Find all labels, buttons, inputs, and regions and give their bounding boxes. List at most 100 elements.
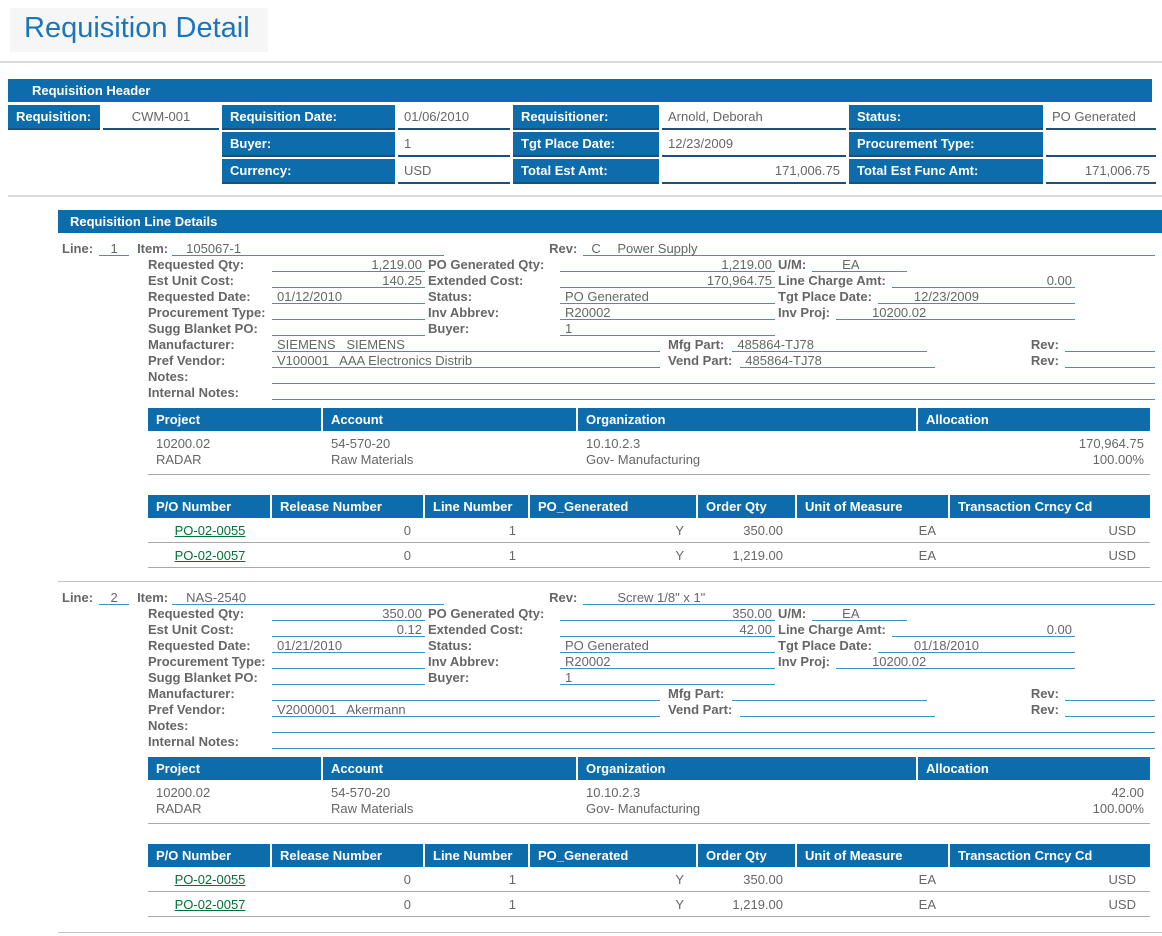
line-procurement-type-label: Procurement Type: (148, 654, 266, 669)
unit-of-measure-cell: EA (918, 897, 936, 912)
organization-cell: 10.10.2.3 Gov- Manufacturing (578, 785, 918, 817)
project-id: 10200.02 (156, 436, 211, 451)
item-value: NAS-2540 (172, 590, 445, 605)
account-id: 54-570-20 (331, 785, 391, 800)
detail-row: Sugg Blanket PO: Buyer: 1 (148, 320, 1155, 336)
order-qty-cell: 350.00 (743, 872, 783, 887)
mfg-rev-value (1065, 337, 1155, 352)
pref-vendor-value: V2000001 Akermann (272, 702, 660, 717)
order-qty-cell: 350.00 (743, 523, 783, 538)
allocation-cell: 42.00 100.00% (918, 785, 1150, 817)
po-number-column-header: P/O Number (148, 844, 272, 867)
internal-notes-value (272, 385, 1155, 400)
pref-vendor-value: V100001 AAA Electronics Distrib (272, 353, 660, 368)
po-number-link[interactable]: PO-02-0057 (174, 548, 246, 563)
total-est-amt-label: Total Est Amt: (513, 159, 659, 184)
project-table-row: 10200.02 RADAR 54-570-20 Raw Materials 1… (148, 780, 1150, 824)
empty-cell (8, 159, 100, 184)
rev-value: C (591, 241, 601, 256)
po-generated-qty-value: 1,219.00 (560, 257, 775, 272)
allocation-cell: 170,964.75 100.00% (918, 436, 1150, 468)
line-charge-amt-value: 0.00 (891, 273, 1075, 288)
po-number-link[interactable]: PO-02-0055 (174, 523, 246, 538)
inv-abbrev-value: R20002 (560, 654, 775, 669)
po-generated-cell: Y (675, 872, 684, 887)
unit-of-measure-cell: EA (918, 872, 936, 887)
mfg-part-value: 485864-TJ78 (732, 337, 928, 352)
po-table-header: P/O Number Release Number Line Number PO… (148, 495, 1150, 518)
tgt-place-date-value: 12/23/2009 (662, 132, 846, 157)
transaction-crncy-column-header: Transaction Crncy Cd (958, 848, 1093, 863)
rev-value (583, 590, 617, 604)
sugg-blanket-po-label: Sugg Blanket PO: (148, 321, 258, 336)
est-unit-cost-value: 0.12 (272, 622, 425, 637)
order-qty-column-header: Order Qty (698, 844, 797, 867)
notes-value (272, 369, 1155, 384)
pref-vendor-label: Pref Vendor: (148, 353, 226, 368)
allocation-amount: 170,964.75 (1078, 436, 1144, 451)
requisition-line: Line: 2 Item: NAS-2540 Rev: Screw 1/8" x… (0, 589, 1162, 933)
line-label: Line: (62, 241, 94, 256)
extended-cost-label: Extended Cost: (428, 622, 524, 637)
tgt-place-date-label: Tgt Place Date: (513, 132, 659, 157)
inv-abbrev-value: R20002 (560, 305, 775, 320)
detail-row: Requested Date: 01/21/2010 Status: PO Ge… (148, 637, 1075, 653)
detail-row: Notes: (148, 717, 1155, 733)
requisitioner-label: Requisitioner: (513, 105, 659, 130)
inv-proj-value: 10200.02 (836, 654, 1075, 669)
allocation-percent: 100.00% (1092, 452, 1144, 467)
line-number-cell: 1 (508, 523, 516, 538)
po-table-row: PO-02-0057 0 1 Y 1,219.00 EA USD (148, 544, 1150, 568)
item-label: Item: (137, 241, 169, 256)
total-est-amt-value: 171,006.75 (662, 159, 846, 184)
po-table: P/O Number Release Number Line Number PO… (148, 495, 1150, 568)
unit-of-measure-cell: EA (918, 523, 936, 538)
vend-part-label: Vend Part: (668, 702, 733, 717)
detail-row: Requested Qty: 1,219.00 PO Generated Qty… (148, 256, 1075, 272)
line-number-cell: 1 (508, 872, 516, 887)
total-est-func-amt-value: 171,006.75 (1046, 159, 1156, 184)
mfg-rev-label: Rev: (1030, 337, 1059, 352)
line-item-row: Line: 2 Item: NAS-2540 Rev: Screw 1/8" x… (62, 589, 1155, 605)
release-number-column-header: Release Number (272, 844, 425, 867)
requested-qty-value: 1,219.00 (272, 257, 425, 272)
manufacturer-value: SIEMENS SIEMENS (272, 337, 660, 352)
vend-rev-label: Rev: (1030, 702, 1059, 717)
line-number: 1 (99, 241, 130, 256)
unit-of-measure-cell: EA (918, 548, 936, 563)
po-number-cell: PO-02-0055 (148, 868, 272, 891)
line-procurement-type-value (272, 654, 425, 669)
vend-rev-label: Rev: (1030, 353, 1059, 368)
project-name: RADAR (156, 801, 202, 816)
rev-label: Rev: (549, 241, 578, 256)
po-number-link[interactable]: PO-02-0057 (174, 897, 246, 912)
section-title: Requisition Line Details (70, 214, 218, 229)
section-title: Requisition Header (32, 83, 151, 98)
po-number-link[interactable]: PO-02-0055 (174, 872, 246, 887)
release-number-cell: 0 (403, 523, 411, 538)
po-generated-qty-value: 350.00 (560, 606, 775, 621)
line-tgt-place-date-label: Tgt Place Date: (778, 638, 872, 653)
po-generated-column-header: PO_Generated (530, 495, 698, 518)
line-charge-amt-label: Line Charge Amt: (778, 273, 886, 288)
line-status-value: PO Generated (560, 638, 775, 653)
notes-label: Notes: (148, 369, 189, 384)
pref-vendor-label: Pref Vendor: (148, 702, 226, 717)
detail-row: Notes: (148, 368, 1155, 384)
inv-proj-label: Inv Proj: (778, 305, 831, 320)
internal-notes-label: Internal Notes: (148, 734, 240, 749)
um-label: U/M: (778, 257, 807, 272)
requisition-date-label: Requisition Date: (222, 105, 395, 130)
line-status-label: Status: (428, 289, 473, 304)
account-id: 54-570-20 (331, 436, 391, 451)
internal-notes-label: Internal Notes: (148, 385, 240, 400)
procurement-type-value (1046, 132, 1156, 157)
requested-date-label: Requested Date: (148, 289, 251, 304)
line-status-value: PO Generated (560, 289, 775, 304)
line-buyer-label: Buyer: (428, 321, 470, 336)
line-tgt-place-date-value: 01/18/2010 (877, 638, 1075, 653)
divider (8, 195, 1162, 197)
um-value: EA (812, 606, 908, 621)
order-qty-cell: 1,219.00 (732, 897, 783, 912)
po-number-cell: PO-02-0055 (148, 519, 272, 542)
